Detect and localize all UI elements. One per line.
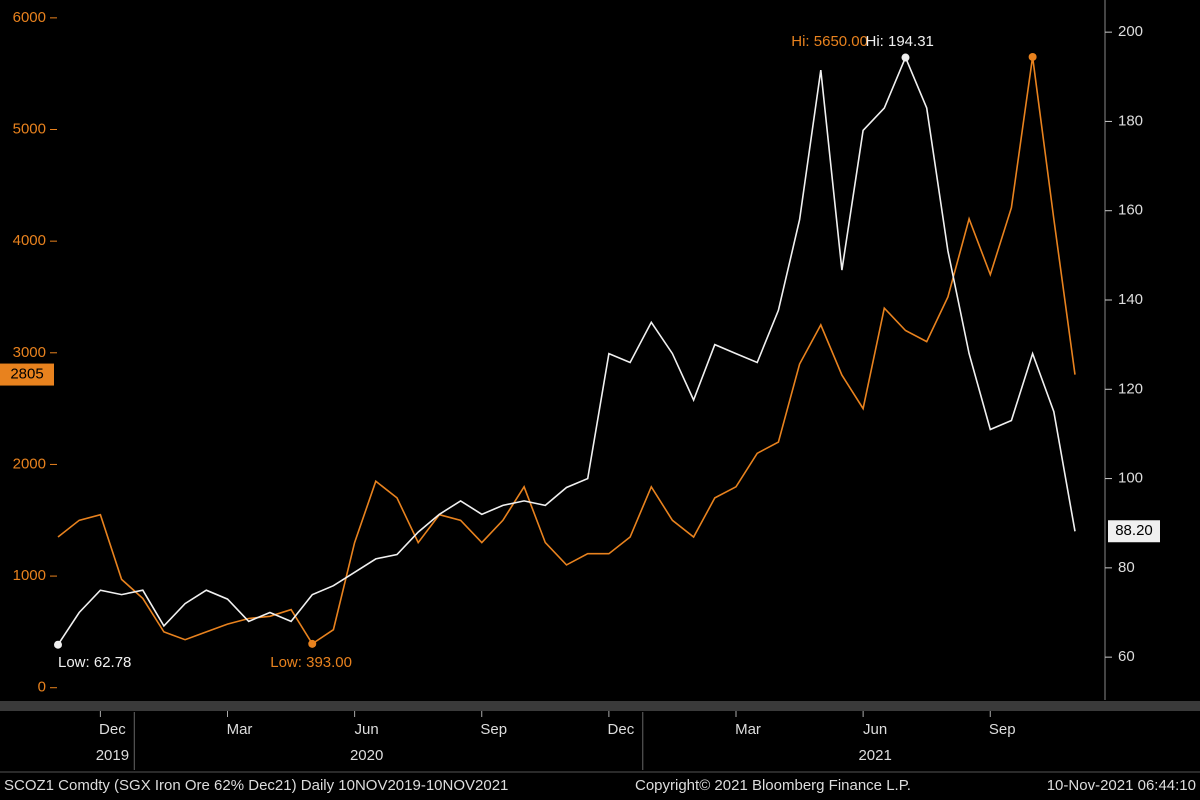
y2-tick-label: 180 <box>1118 112 1143 129</box>
hi-label: Hi: 194.31 <box>866 33 934 50</box>
series-line <box>57 56 1076 645</box>
y-tick-label: 0 <box>38 679 46 696</box>
x-tick-label: Sep <box>480 721 507 738</box>
footer-left: SCOZ1 Comdty (SGX Iron Ore 62% Dec21) Da… <box>4 777 508 794</box>
y-tick-label: 2000 <box>13 455 46 472</box>
y-tick-label: 3000 <box>13 344 46 361</box>
x-year-label: 2020 <box>350 747 383 764</box>
x-tick-label: Sep <box>989 721 1016 738</box>
x-tick-label: Dec <box>99 721 126 738</box>
x-year-label: 2019 <box>96 747 129 764</box>
low-marker <box>54 640 62 649</box>
y2-tick-label: 60 <box>1118 648 1135 665</box>
footer-center: Copyright© 2021 Bloomberg Finance L.P. <box>635 777 911 794</box>
last-value-label: 88.20 <box>1115 522 1153 539</box>
last-value-box <box>1108 520 1160 543</box>
y-tick-label: 6000 <box>13 9 46 26</box>
x-tick-label: Dec <box>608 721 635 738</box>
hi-label: Hi: 5650.00 <box>791 33 868 50</box>
last-value-label: 2805 <box>10 366 43 383</box>
y2-tick-label: 80 <box>1118 559 1135 576</box>
x-tick-label: Jun <box>863 721 887 738</box>
x-tick-label: Mar <box>735 721 761 738</box>
x-tick-label: Mar <box>227 721 253 738</box>
y-tick-label: 4000 <box>13 232 46 249</box>
low-label: Low: 62.78 <box>58 654 131 671</box>
hi-marker <box>901 53 910 62</box>
y2-tick-label: 100 <box>1118 470 1143 487</box>
last-value-box <box>0 363 54 386</box>
low-label: Low: 393.00 <box>270 654 352 671</box>
x-year-label: 2021 <box>858 747 891 764</box>
y-tick-label: 5000 <box>13 120 46 137</box>
y-tick-label: 1000 <box>13 567 46 584</box>
y2-tick-label: 140 <box>1118 291 1143 308</box>
low-marker <box>308 639 317 648</box>
x-tick-label: Jun <box>355 721 379 738</box>
y2-tick-label: 160 <box>1118 202 1143 219</box>
x-axis-band <box>0 701 1200 711</box>
y2-tick-label: 120 <box>1118 380 1143 397</box>
hi-marker <box>1028 52 1037 61</box>
y2-tick-label: 200 <box>1118 23 1143 40</box>
footer-right: 10-Nov-2021 06:44:10 <box>1047 777 1196 794</box>
